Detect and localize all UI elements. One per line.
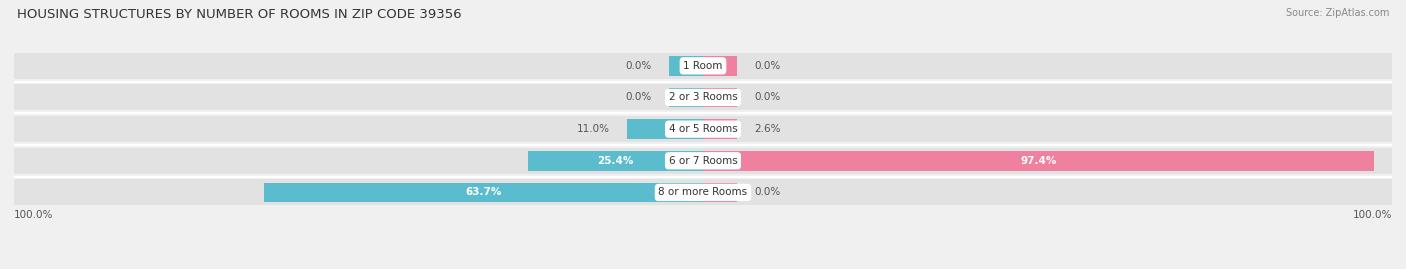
Bar	[14, 179, 1392, 206]
Text: 25.4%: 25.4%	[598, 156, 634, 166]
Bar	[669, 56, 703, 76]
Text: 100.0%: 100.0%	[1353, 210, 1392, 220]
Text: 97.4%: 97.4%	[1021, 156, 1057, 166]
Text: 1 Room: 1 Room	[683, 61, 723, 71]
Text: 6 or 7 Rooms: 6 or 7 Rooms	[669, 156, 737, 166]
Bar	[14, 53, 1392, 79]
Text: 0.0%: 0.0%	[626, 61, 651, 71]
Text: 11.0%: 11.0%	[576, 124, 610, 134]
Bar	[703, 151, 1374, 171]
Text: 0.0%: 0.0%	[626, 93, 651, 102]
Text: 63.7%: 63.7%	[465, 187, 502, 197]
Text: 0.0%: 0.0%	[755, 187, 780, 197]
Bar	[14, 116, 1392, 142]
Text: 100.0%: 100.0%	[14, 210, 53, 220]
Text: 0.0%: 0.0%	[755, 93, 780, 102]
Bar	[529, 151, 703, 171]
Text: Source: ZipAtlas.com: Source: ZipAtlas.com	[1285, 8, 1389, 18]
Text: 0.0%: 0.0%	[755, 61, 780, 71]
Bar	[703, 183, 738, 202]
Bar	[627, 119, 703, 139]
Bar	[703, 88, 738, 107]
Text: HOUSING STRUCTURES BY NUMBER OF ROOMS IN ZIP CODE 39356: HOUSING STRUCTURES BY NUMBER OF ROOMS IN…	[17, 8, 461, 21]
Bar	[703, 56, 738, 76]
Text: 2 or 3 Rooms: 2 or 3 Rooms	[669, 93, 737, 102]
Bar	[14, 84, 1392, 111]
Text: 4 or 5 Rooms: 4 or 5 Rooms	[669, 124, 737, 134]
Text: 8 or more Rooms: 8 or more Rooms	[658, 187, 748, 197]
Bar	[264, 183, 703, 202]
Bar	[703, 119, 738, 139]
Text: 2.6%: 2.6%	[755, 124, 782, 134]
Bar	[14, 148, 1392, 174]
Bar	[669, 88, 703, 107]
